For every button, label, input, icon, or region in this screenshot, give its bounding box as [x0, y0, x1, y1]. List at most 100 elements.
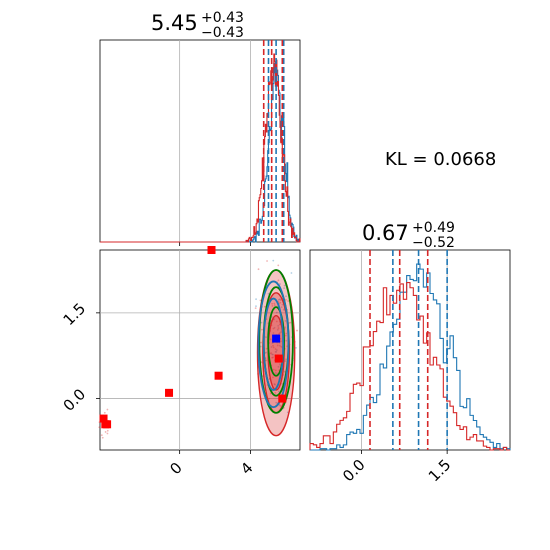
joint-sample-dot [275, 349, 278, 351]
joint-sample-dot [280, 331, 283, 333]
joint-sample-dot [271, 356, 274, 359]
joint-sample-dot [279, 340, 282, 343]
joint-sample-dot [277, 324, 280, 327]
joint-sample-dot [283, 287, 286, 290]
joint-sample-dot [277, 327, 280, 329]
param2-title-value: 0.67 [362, 221, 409, 245]
joint-sample-dot [268, 397, 271, 400]
joint-red-marker-3 [165, 388, 174, 397]
joint-sample-dot [279, 283, 281, 285]
joint-x-tick-label-0: 0 [166, 459, 185, 478]
joint-sample-dot [277, 365, 280, 368]
joint-sample-dot [265, 336, 267, 339]
joint-sample-dot [273, 383, 276, 385]
param2-marginal-panel: 0.0 1.5 0.67 +0.49 −0.52 [309, 220, 511, 485]
joint-sample-dot [98, 426, 101, 429]
param1-marginal-histograms [100, 53, 301, 243]
joint-sample-dot [272, 356, 274, 359]
joint-sample-dot [273, 326, 276, 329]
joint-sample-dot [278, 332, 281, 335]
joint-sample-dot [255, 305, 257, 308]
joint-sample-dot [280, 306, 283, 308]
joint-sample-dot [274, 350, 277, 353]
joint-sample-dot [260, 321, 263, 324]
joint-sample-dot [281, 382, 284, 385]
joint-sample-dot [106, 432, 109, 435]
joint-sample-dot [103, 411, 106, 414]
param1-marginal-panel: 5.45 +0.43 −0.43 [99, 10, 301, 246]
joint-sample-dot [285, 339, 288, 342]
joint-sample-dot [284, 334, 287, 337]
param2-x-tick-label-1: 1.5 [425, 456, 455, 486]
joint-sample-dot [265, 351, 267, 354]
joint-red-marker-0 [99, 414, 108, 423]
param1-marginal-frame [99, 39, 301, 243]
joint-sample-dot [277, 279, 280, 282]
joint-contour-2-1 [262, 297, 285, 391]
joint-sample-dot [274, 383, 276, 386]
joint-sample-dot [280, 345, 283, 348]
joint-sample-dot [284, 360, 287, 362]
joint-sample-dot [279, 363, 281, 366]
joint-sample-dot [279, 299, 282, 302]
joint-contour-2-0 [257, 280, 290, 409]
joint-sample-dot [272, 376, 274, 379]
joint-sample-dot [273, 302, 276, 305]
kl-annotation: KL = 0.0668 [385, 149, 496, 170]
param2-marginal-histograms [309, 263, 511, 451]
param1-marginal-quantile-lines [262, 40, 285, 242]
joint-sample-dot [274, 348, 277, 350]
joint-sample-dot [106, 429, 109, 432]
joint-sample-dot [287, 300, 290, 302]
joint-sample-dot [274, 391, 277, 394]
joint-blue-marker-0 [272, 334, 281, 343]
joint-sample-dot [278, 344, 281, 347]
joint-sample-dot [276, 328, 279, 331]
joint-sample-dot [272, 327, 275, 330]
joint-sample-dot [267, 292, 270, 295]
joint-2d-y-ticks: 0.0 1.5 [60, 300, 100, 415]
joint-sample-dot [290, 272, 293, 274]
joint-sample-dot [275, 401, 278, 404]
joint-sample-dot [284, 326, 287, 329]
param2-histogram-series-0 [310, 263, 511, 451]
joint-sample-dot [266, 260, 268, 262]
joint-sample-dot [104, 431, 107, 433]
joint-sample-dot [274, 371, 277, 374]
joint-sample-dot [265, 347, 268, 350]
joint-red-marker-5 [214, 371, 223, 380]
joint-sample-dot [259, 299, 262, 302]
joint-sample-dot [283, 284, 286, 287]
joint-sample-dot [289, 321, 292, 324]
joint-sample-dot [284, 320, 287, 322]
joint-sample-dot [283, 370, 286, 373]
joint-sample-dot [255, 298, 257, 301]
joint-red-marker-7 [274, 354, 283, 363]
joint-sample-dot [285, 358, 287, 361]
joint-sample-dot [272, 346, 275, 349]
joint-sample-dot [263, 305, 266, 308]
joint-sample-dot [278, 323, 281, 326]
joint-sample-dot [277, 390, 280, 393]
joint-sample-dot [285, 332, 288, 335]
param2-title-minus: −0.52 [412, 235, 455, 251]
joint-sample-dot [106, 408, 109, 411]
joint-sample-dot [271, 342, 274, 345]
param1-title-plus: +0.43 [201, 10, 244, 26]
param1-marginal-gridlines [179, 40, 251, 246]
param1-title-minus: −0.43 [201, 25, 244, 41]
joint-y-tick-label-0: 0.0 [60, 385, 90, 415]
joint-sample-dot [282, 308, 285, 311]
joint-sample-dot [284, 298, 287, 301]
joint-2d-markers [99, 246, 287, 429]
param2-x-ticks: 0.0 1.5 [339, 450, 454, 485]
joint-sample-dot [275, 320, 278, 323]
joint-sample-dot [272, 332, 275, 334]
joint-red-marker-2 [103, 420, 112, 429]
joint-sample-dot [100, 434, 103, 437]
joint-sample-dot [273, 304, 276, 307]
joint-sample-dot [254, 307, 257, 310]
